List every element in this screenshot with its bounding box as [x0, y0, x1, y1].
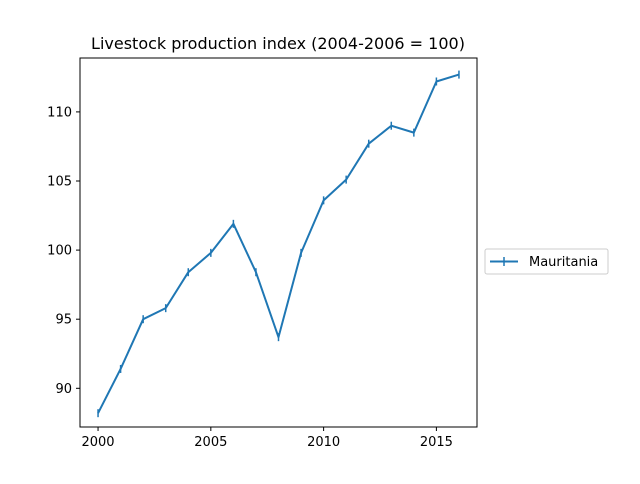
chart-title: Livestock production index (2004-2006 = …: [91, 34, 465, 53]
x-tick-label: 2010: [307, 435, 340, 450]
x-axis: 2000 2005 2010 2015: [81, 427, 453, 450]
legend-box: [484, 248, 609, 275]
y-tick-label: 100: [47, 244, 72, 259]
y-tick-label: 90: [55, 382, 72, 397]
series-layer: [97, 70, 460, 418]
series-line-mauritania: [97, 73, 460, 414]
plot-area: 2000 2005 2010 2015 90 95 100 105 110: [47, 57, 478, 450]
y-tick-label: 95: [55, 313, 72, 328]
x-tick-label: 2015: [420, 435, 453, 450]
y-tick-label: 105: [47, 175, 72, 190]
x-tick-label: 2005: [194, 435, 227, 450]
y-tick-label: 110: [47, 105, 72, 120]
legend: Mauritania: [484, 248, 609, 275]
plot-frame: [79, 57, 478, 428]
x-tick-label: 2000: [81, 435, 114, 450]
y-axis: 90 95 100 105 110: [47, 105, 80, 397]
legend-label-mauritania: Mauritania: [529, 255, 598, 270]
